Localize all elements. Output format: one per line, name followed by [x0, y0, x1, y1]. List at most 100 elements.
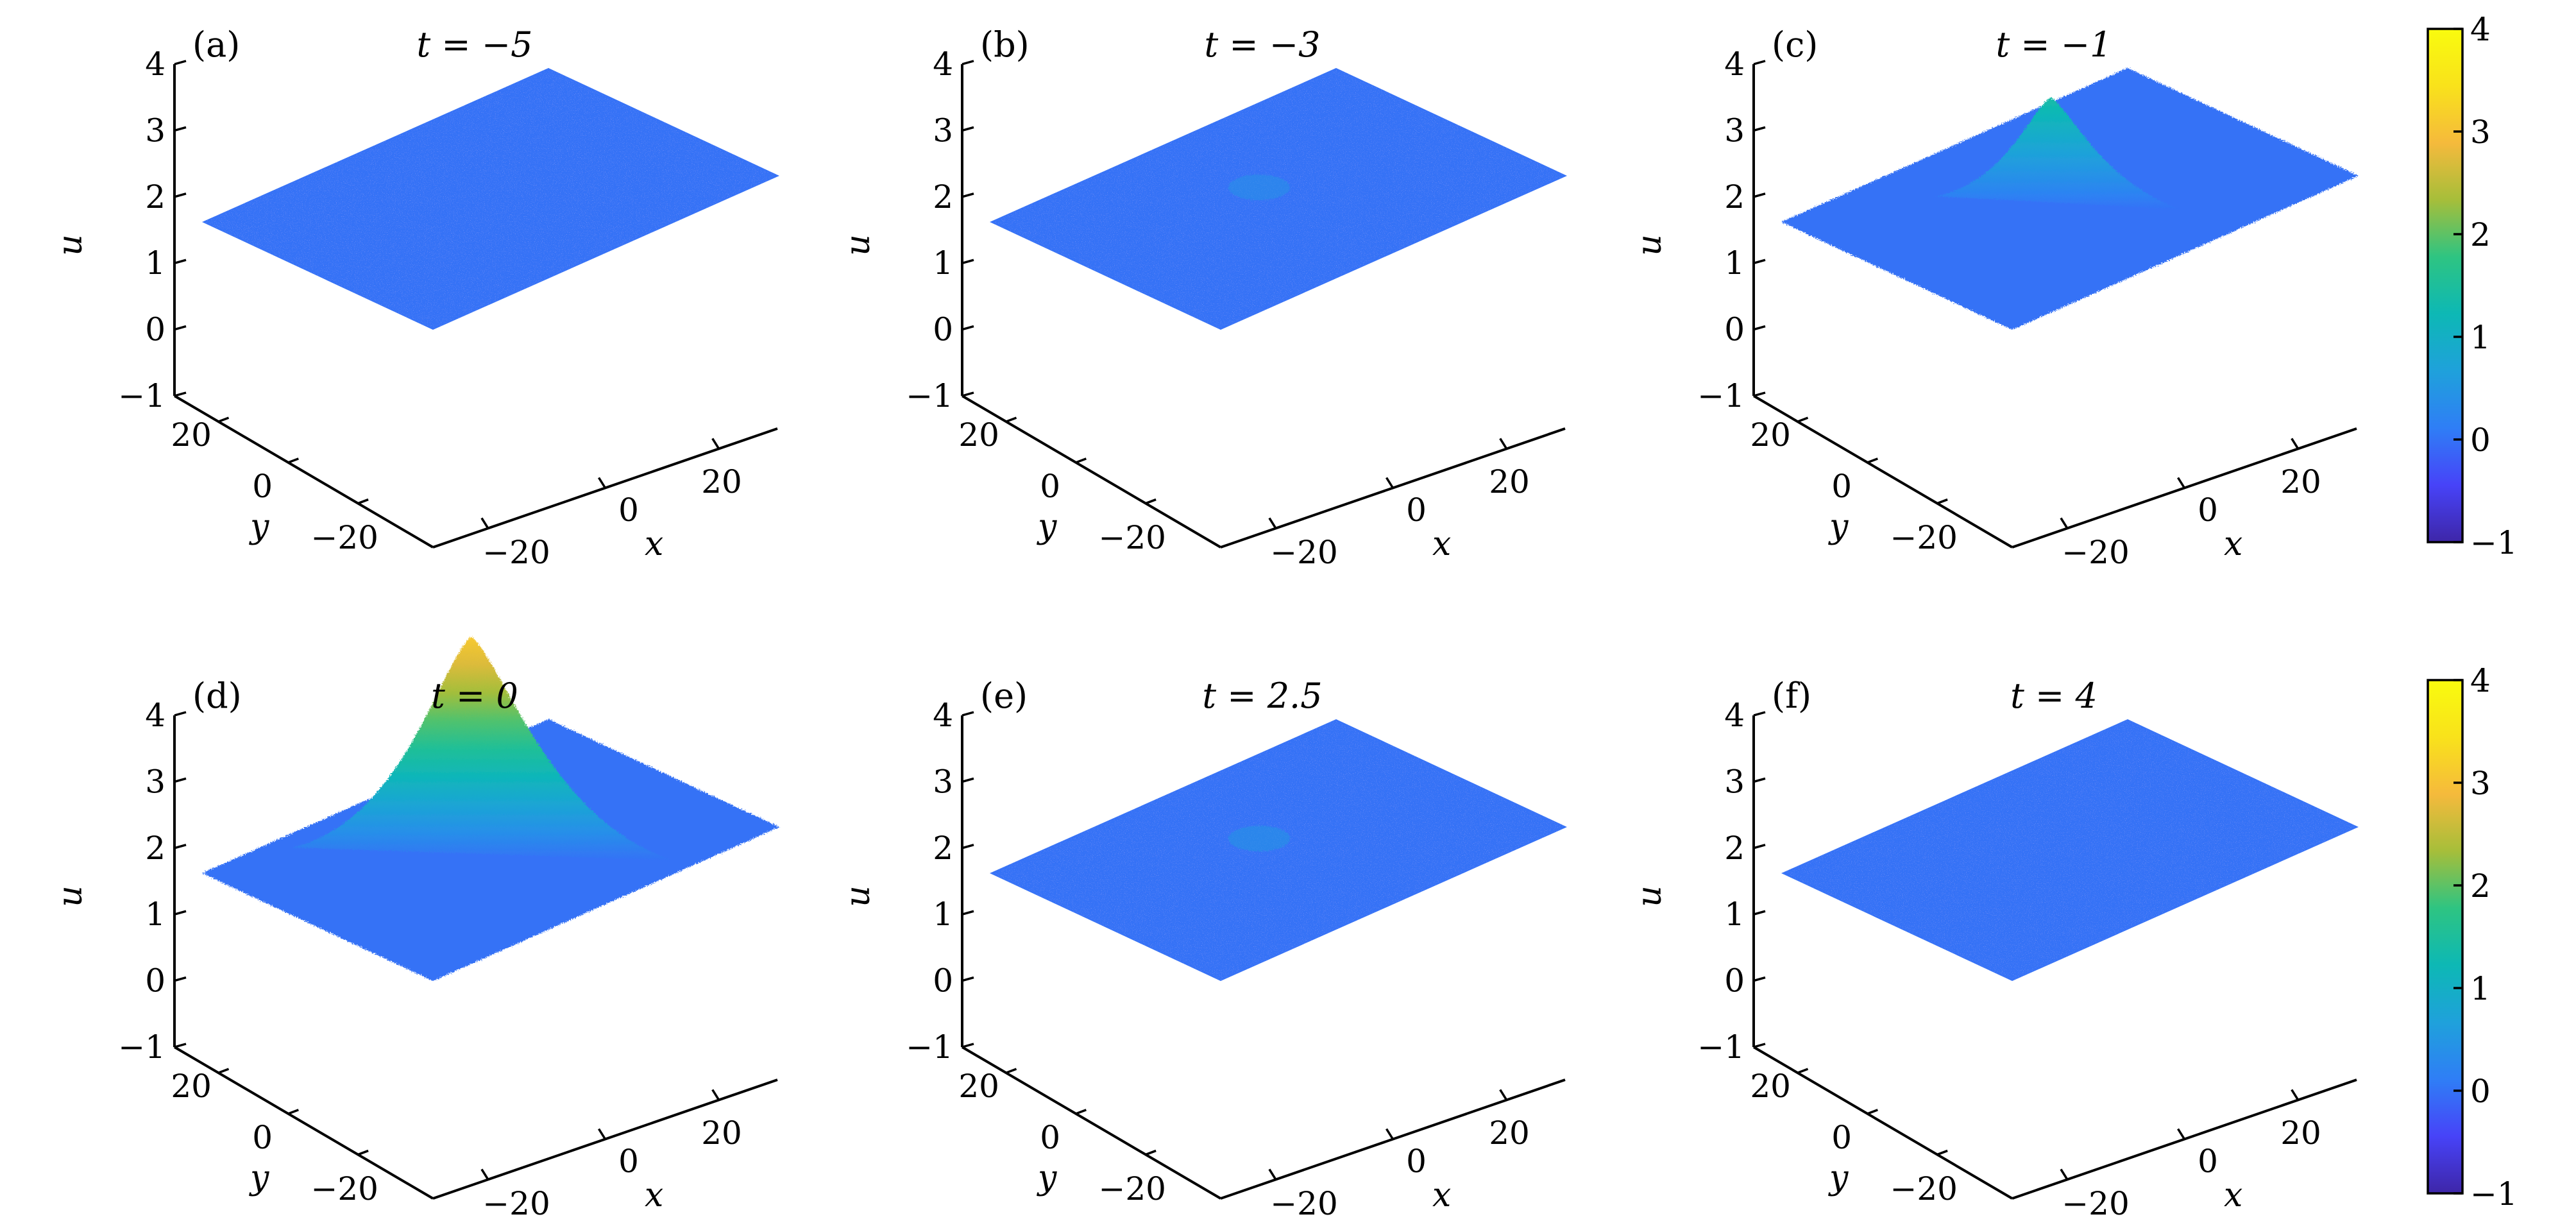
- z-tick: [962, 126, 974, 132]
- z-tick-label: 4: [1724, 697, 1745, 734]
- panel-a: −1 0 1 2 3 4 u 20 0 −20 y −20 0 20 x (a) t = −5: [51, 24, 779, 571]
- y-tick-label: 20: [171, 416, 212, 454]
- y-tick-label: 0: [252, 1119, 273, 1156]
- x-tick-label: 0: [618, 1143, 639, 1180]
- y-axis-label: y: [1828, 507, 1849, 546]
- y-tick-label: −20: [310, 1170, 378, 1207]
- x-axis-label: x: [1432, 1176, 1451, 1215]
- z-axis-label: u: [1631, 234, 1669, 256]
- y-tick: [1867, 457, 1878, 464]
- y-tick-label: 20: [958, 1068, 999, 1105]
- z-tick: [1753, 391, 1766, 397]
- z-tick: [962, 192, 974, 198]
- y-tick-label: 20: [171, 1068, 212, 1105]
- panel-title: t = 2.5: [1202, 676, 1322, 716]
- z-tick-label: 1: [933, 244, 953, 282]
- x-tick: [2060, 517, 2069, 529]
- y-tick: [217, 1068, 230, 1074]
- y-tick-label: −20: [310, 519, 378, 556]
- z-tick-label: 2: [145, 830, 165, 867]
- z-tick-label: 4: [933, 697, 953, 734]
- x-tick: [2291, 438, 2300, 450]
- z-tick-label: 0: [933, 962, 953, 1000]
- z-tick: [962, 259, 974, 264]
- panel-title: t = 0: [431, 676, 518, 716]
- z-tick: [962, 60, 974, 65]
- x-tick-label: −20: [482, 1185, 550, 1222]
- z-tick-label: −1: [118, 377, 165, 414]
- x-axis-label: x: [645, 525, 663, 563]
- y-axis: [173, 1046, 434, 1200]
- y-tick: [1867, 1109, 1878, 1115]
- y-tick-label: −20: [1098, 519, 1166, 556]
- z-tick: [174, 976, 187, 982]
- z-tick-label: 1: [145, 896, 165, 933]
- z-tick: [962, 777, 974, 783]
- z-axis-label: u: [839, 885, 877, 907]
- x-tick-label: −20: [2062, 534, 2130, 571]
- y-tick-label: 20: [1750, 1068, 1791, 1105]
- z-tick-label: 0: [1724, 962, 1745, 1000]
- colorbar-tick-label: 4: [2470, 662, 2491, 699]
- panel-label: (c): [1772, 24, 1818, 65]
- panel-title: t = −1: [1996, 24, 2112, 65]
- z-tick: [174, 844, 187, 849]
- z-axis-label: u: [51, 234, 90, 256]
- z-tick: [1753, 910, 1766, 916]
- y-tick: [1145, 1149, 1157, 1156]
- z-axis-label: u: [1631, 885, 1669, 907]
- colorbar-tick-label: 1: [2470, 319, 2491, 356]
- colorbar-1: −1 0 1 2 3 4: [2427, 11, 2518, 561]
- z-axis-label: u: [51, 885, 90, 907]
- colorbar-tick-label: 1: [2470, 970, 2491, 1007]
- z-tick-label: 1: [145, 244, 165, 282]
- x-tick-label: 0: [2198, 1143, 2218, 1180]
- colorbar-tick-label: 4: [2470, 11, 2491, 48]
- x-tick: [1268, 517, 1277, 529]
- x-axis-label: x: [2224, 1176, 2242, 1215]
- z-tick: [174, 192, 187, 198]
- z-tick-label: 4: [145, 46, 165, 83]
- y-axis-label: y: [1037, 507, 1057, 546]
- panel-label: (a): [192, 24, 240, 65]
- z-tick-label: −1: [118, 1028, 165, 1066]
- z-tick: [962, 711, 974, 717]
- z-tick: [174, 910, 187, 916]
- z-tick-label: 3: [145, 112, 165, 149]
- colorbar-gradient: [2428, 680, 2462, 1193]
- y-tick-label: 0: [252, 468, 273, 505]
- y-tick-label: 20: [1750, 416, 1791, 454]
- z-tick-label: 0: [145, 311, 165, 348]
- x-tick-label: 20: [1489, 463, 1530, 500]
- y-tick-label: −20: [1098, 1170, 1166, 1207]
- x-tick: [1268, 1168, 1277, 1181]
- z-tick: [174, 777, 187, 783]
- soliton-trace: [1228, 175, 1290, 200]
- x-tick-label: 0: [618, 491, 639, 529]
- colorbar-tick-label: 3: [2470, 114, 2491, 151]
- z-tick: [1753, 844, 1766, 849]
- z-tick: [174, 711, 187, 717]
- surface-plane: [1781, 719, 2359, 981]
- colorbar-tick-label: 3: [2470, 765, 2491, 802]
- colorbar-frame: [2427, 679, 2464, 1195]
- colorbar-tick-label: −1: [2470, 1175, 2518, 1213]
- y-axis: [173, 395, 434, 549]
- x-tick-label: 20: [1489, 1114, 1530, 1152]
- x-tick-label: −20: [1270, 534, 1338, 571]
- y-axis: [1752, 395, 2013, 549]
- x-tick: [598, 1128, 606, 1140]
- z-tick-label: 3: [933, 112, 953, 149]
- z-tick-label: 0: [1724, 311, 1745, 348]
- z-tick-label: 1: [933, 896, 953, 933]
- z-tick: [962, 391, 974, 397]
- panel-title: t = 4: [2010, 676, 2097, 716]
- panel-title: t = −5: [417, 24, 533, 65]
- z-tick-label: 4: [1724, 46, 1745, 83]
- y-axis-label: y: [249, 507, 269, 546]
- x-tick: [711, 1089, 720, 1101]
- panel-c: −1 0 1 2 3 4 u 20 0 −20 y −20 0 20 x (c) t = −1: [1631, 24, 2359, 571]
- z-tick-label: 0: [933, 311, 953, 348]
- y-tick-label: 0: [1040, 1119, 1060, 1156]
- y-axis: [961, 1046, 1222, 1200]
